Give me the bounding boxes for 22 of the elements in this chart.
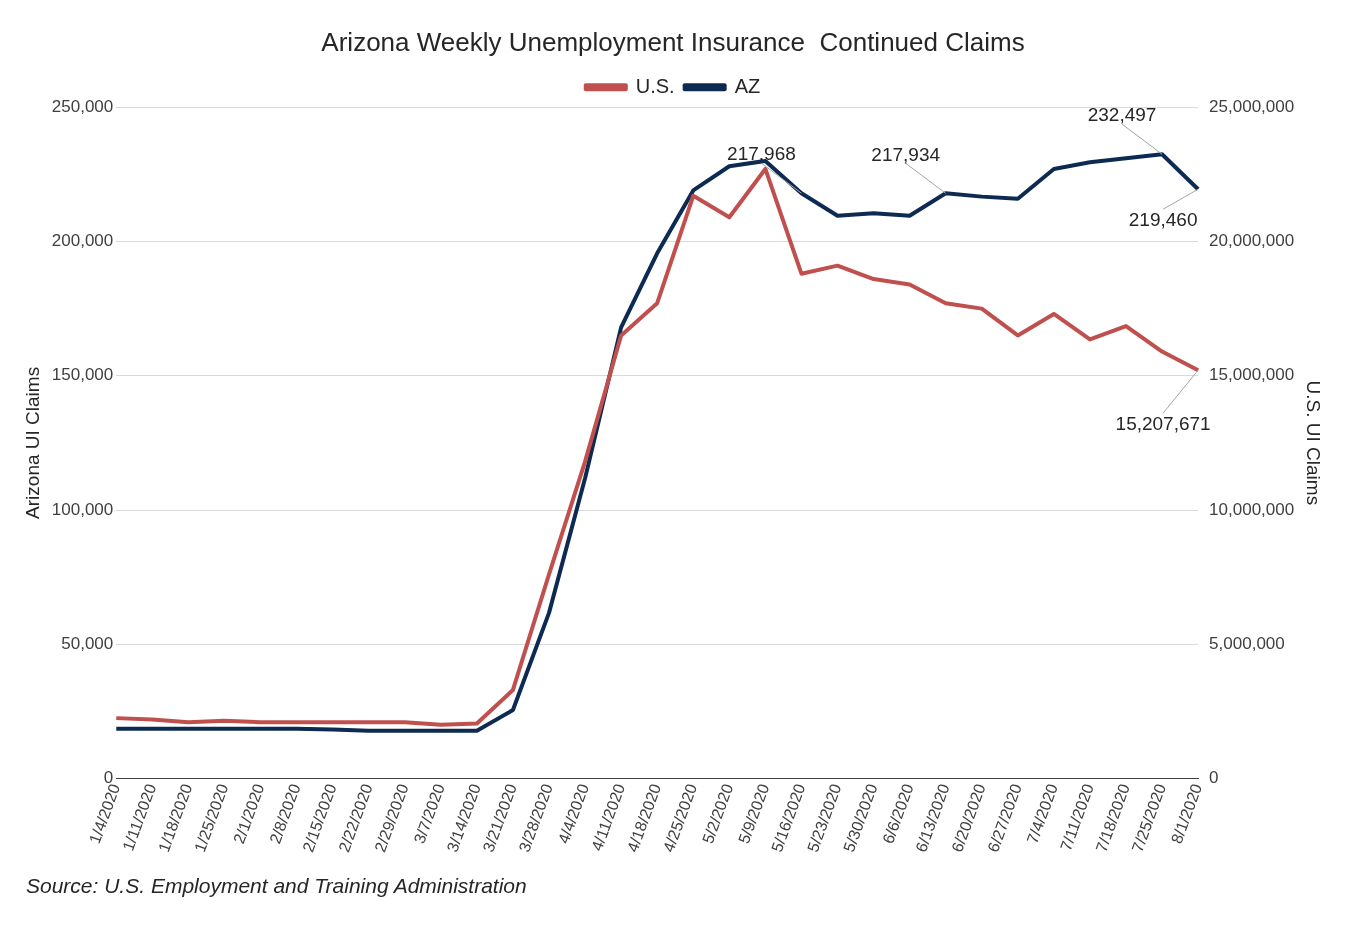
data-label: 232,497 <box>1087 104 1157 126</box>
y2-tick-label: 10,000,000 <box>1209 499 1295 519</box>
source-note: Source: U.S. Employment and Training Administration <box>25 874 528 898</box>
y-tick-label: 50,000 <box>61 633 114 653</box>
y2-tick-label: 0 <box>1209 768 1219 788</box>
y2-tick-label: 15,000,000 <box>1209 365 1295 385</box>
chart-title: Arizona Weekly Unemployment Insurance Continued Claims <box>321 26 1025 57</box>
y-tick-label: 150,000 <box>51 365 114 385</box>
data-label: 217,968 <box>727 143 796 165</box>
y2-tick-label: 25,000,000 <box>1209 96 1295 116</box>
y-tick-label: 250,000 <box>51 96 114 116</box>
y-axis-title: Arizona UI Claims <box>21 366 43 519</box>
data-label: 219,460 <box>1128 209 1198 231</box>
legend-label: AZ <box>734 74 761 97</box>
y-tick-label: 100,000 <box>51 499 114 519</box>
data-label: 217,934 <box>871 143 941 165</box>
y2-axis-title: U.S. UI Claims <box>1303 380 1325 506</box>
y2-tick-label: 5,000,000 <box>1209 633 1285 653</box>
y-tick-label: 200,000 <box>51 231 114 251</box>
legend-label: U.S. <box>635 74 675 97</box>
y2-tick-label: 20,000,000 <box>1209 231 1295 251</box>
data-label: 15,207,671 <box>1115 413 1211 435</box>
